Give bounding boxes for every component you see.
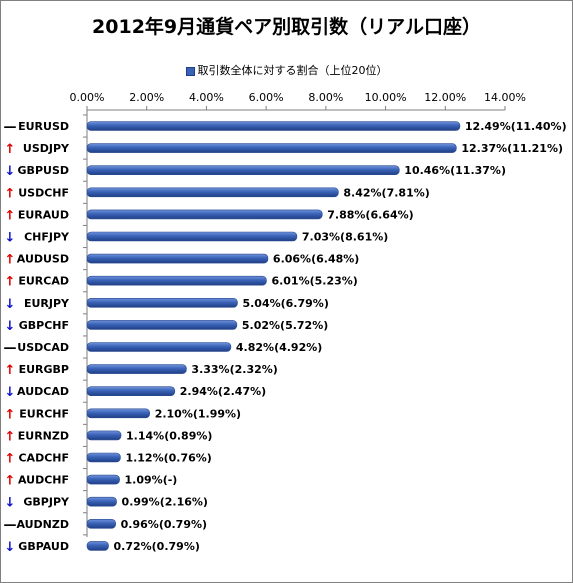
data-label: 5.02%(5.72%) [242,319,328,332]
trend-flat-icon: — [4,518,17,533]
data-label: 7.03%(8.61%) [302,231,388,244]
bar [86,342,232,352]
category-label: GBPAUD [18,540,69,553]
x-tick-label: 4.00% [189,91,224,104]
bar [86,541,109,551]
category-label: EURCHF [19,407,69,420]
trend-down-icon: ↓ [5,319,16,334]
data-label: 4.82%(4.92%) [236,341,322,354]
data-label: 12.37%(11.21%) [461,142,563,155]
bar [86,275,267,286]
trend-up-icon: ↑ [5,186,16,201]
bar [86,386,176,397]
bar [86,231,298,242]
trend-up-icon: ↑ [5,363,16,378]
category-label: AUDCAD [17,385,69,398]
trend-up-icon: ↑ [5,407,16,422]
data-label: 2.94%(2.47%) [180,385,266,398]
category-label: CADCHF [18,452,69,465]
category-label: GBPUSD [18,164,69,177]
category-label: AUDUSD [17,253,69,266]
data-label: 6.06%(6.48%) [273,253,359,266]
trend-flat-icon: — [4,341,17,356]
trend-up-icon: ↑ [5,208,16,223]
bar [86,452,121,463]
category-label: EURCAD [18,275,69,288]
x-tick-label: 10.00% [365,91,407,104]
category-label: EURNZD [18,429,69,442]
legend-swatch [185,66,195,76]
category-label: USDCHF [18,186,69,199]
trend-down-icon: ↓ [5,496,16,511]
category-label: EURUSD [18,120,69,133]
category-label: CHFJPY [24,231,70,244]
bar [86,496,117,507]
x-tick-label: 14.00% [484,91,526,104]
legend: 取引数全体に対する割合（上位20位） [0,62,573,78]
bar [86,474,120,485]
data-label: 1.09%(-) [125,474,178,487]
bar [86,297,238,308]
data-label: 0.99%(2.16%) [122,496,208,509]
trend-up-icon: ↑ [5,474,16,489]
legend-label: 取引数全体に対する割合（上位20位） [197,64,388,77]
x-tick-label: 12.00% [424,91,466,104]
trend-up-icon: ↑ [5,142,16,157]
x-tick-label: 8.00% [308,91,343,104]
chart-title: 2012年9月通貨ペア別取引数（リアル口座） [92,16,481,38]
trend-down-icon: ↓ [5,385,16,400]
bar [86,143,457,153]
category-label: AUDCHF [18,474,69,487]
bar [86,364,187,374]
trend-flat-icon: — [4,120,17,135]
bar [86,253,269,264]
trend-up-icon: ↑ [5,253,16,268]
data-label: 3.33%(2.32%) [191,363,277,376]
data-label: 8.42%(7.81%) [343,186,429,199]
bar [86,320,238,330]
bar [86,518,116,529]
trend-down-icon: ↓ [5,297,16,312]
bar [86,187,339,198]
data-label: 7.88%(6.64%) [327,208,413,221]
category-label: EURAUD [18,208,69,221]
bar [86,430,122,441]
data-label: 2.10%(1.99%) [155,407,241,420]
category-label: GBPCHF [19,319,69,332]
category-label: GBPJPY [23,496,70,509]
data-label: 0.72%(0.79%) [113,540,199,553]
category-label: AUDNZD [16,518,69,531]
trend-down-icon: ↓ [5,231,16,246]
data-label: 10.46%(11.37%) [404,164,506,177]
x-tick-label: 6.00% [249,91,284,104]
trend-up-icon: ↑ [5,452,16,467]
trend-up-icon: ↑ [5,429,16,444]
data-label: 1.14%(0.89%) [126,429,212,442]
data-label: 6.01%(5.23%) [271,275,357,288]
trend-up-icon: ↑ [5,275,16,290]
x-tick-label: 0.00% [70,91,105,104]
data-label: 12.49%(11.40%) [465,120,567,133]
bar [86,408,151,419]
category-label: EURJPY [24,297,70,310]
data-label: 5.04%(6.79%) [242,297,328,310]
data-label: 1.12%(0.76%) [125,452,211,465]
category-label: USDJPY [23,142,70,155]
bar [86,165,400,175]
bar [86,121,461,131]
category-label: EURGBP [19,363,69,376]
category-label: USDCAD [17,341,69,354]
bar [86,209,323,220]
trend-down-icon: ↓ [5,540,16,555]
trend-down-icon: ↓ [5,164,16,179]
x-tick-label: 2.00% [129,91,164,104]
data-label: 0.96%(0.79%) [121,518,207,531]
